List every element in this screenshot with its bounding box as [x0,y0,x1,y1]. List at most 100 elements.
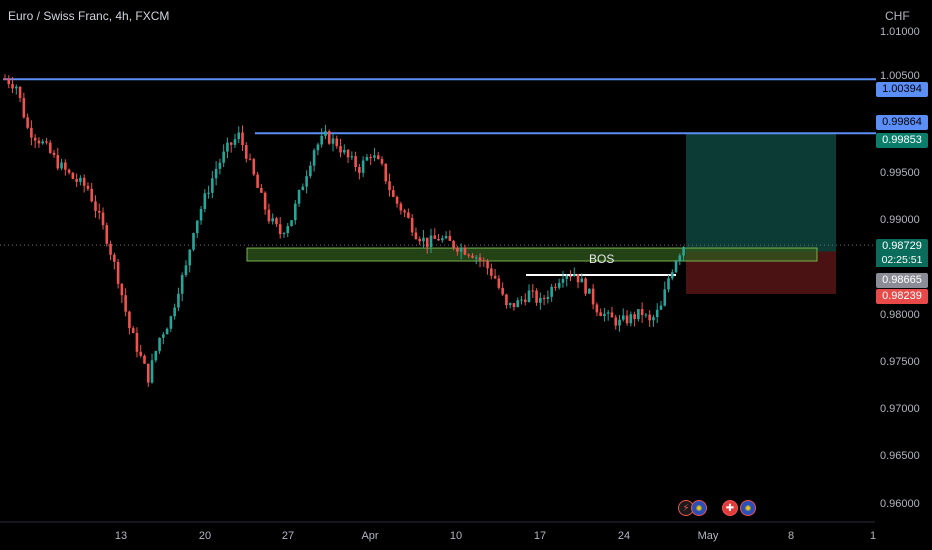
candle-body [146,363,150,383]
candle-body [143,355,146,364]
x-tick: 10 [449,530,463,542]
candle-body [637,309,640,320]
candle-body [45,141,48,143]
candle-body [648,314,651,321]
candle-body [561,278,565,283]
candle-body [131,328,135,333]
candle-body [343,149,346,153]
candle-body [229,142,233,145]
candle-body [64,162,67,170]
candle-body [275,218,278,225]
candle-body [271,218,274,222]
candle-body [539,297,542,303]
candle-body [410,217,414,233]
candle-body [263,192,267,210]
candle-body [177,293,180,308]
candle-body [606,312,610,314]
candle-body [388,181,391,191]
last-price-tag: 0.98729 [876,239,928,254]
candle-body [644,314,648,316]
candle-body [256,174,259,188]
candle-body [576,274,580,283]
candle-body [180,275,184,294]
currency-label: CHF [885,9,910,23]
candle-body [3,78,7,80]
candle-body [192,233,195,250]
candle-body [569,275,572,277]
candle-body [486,260,489,269]
candle-body [546,296,550,299]
candle-body [79,177,82,182]
candle-body [199,208,203,221]
candle-body [86,185,90,189]
candle-body [37,140,41,144]
candle-body [97,210,101,213]
candle-body [90,188,94,202]
candle-body [505,294,508,306]
candle-body [501,287,504,295]
candle-body [113,254,116,262]
candle-body [610,312,614,318]
candle-body [652,317,655,321]
candle-body [674,261,678,273]
candle-body [116,261,120,284]
x-tick: 24 [617,530,631,542]
candle-body [640,309,644,316]
candle-body [30,127,33,138]
candle-body [184,265,188,276]
candle-body [305,176,308,187]
y-tick: 0.99000 [880,214,920,226]
candle-body [222,151,225,163]
x-tick: May [697,530,719,542]
eu-flag-icon[interactable]: ✺ [691,500,707,516]
candle-body [354,156,357,167]
candle-body [663,289,667,306]
candle-body [309,165,312,177]
candle-body [286,226,290,234]
eu-flag-icon[interactable]: ✺ [740,500,756,516]
y-tick: 0.98000 [880,309,920,321]
symbol-title[interactable]: Euro / Swiss Franc, 4h, FXCM [8,9,170,23]
candle-body [301,186,305,191]
y-tick: 0.97000 [880,403,920,415]
candle-body [169,316,173,329]
candle-body [331,138,335,144]
candle-body [7,78,11,85]
candle-body [603,313,606,317]
candle-body [369,157,372,159]
stop-price-tag: 0.98239 [876,289,928,304]
candle-body [260,187,263,193]
candle-body [60,162,63,169]
x-tick: 27 [281,530,295,542]
candle-body [154,351,158,361]
candle-body [621,315,625,320]
candle-body [395,196,399,204]
swiss-flag-icon[interactable]: ✚ [722,500,738,516]
upper-level-price-tag: 1.00394 [876,82,928,97]
candle-body [33,137,37,141]
candle-body [655,309,659,318]
y-tick: 0.96000 [880,498,920,510]
candle-body [516,300,520,308]
candle-body [497,278,501,288]
demand-zone [246,247,818,262]
candle-body [456,247,459,252]
candle-body [429,235,433,248]
candle-body [105,225,109,244]
candle-body [267,209,271,222]
candle-body [542,297,546,299]
candle-body [422,237,425,242]
x-tick: 20 [198,530,212,542]
candle-body [361,160,365,173]
candle-body [94,201,97,211]
candle-body [252,159,256,175]
candle-body [478,257,482,261]
candle-body [226,142,229,152]
candle-body [82,177,86,186]
candle-body [241,132,244,146]
candle-body [15,86,18,89]
candle-body [437,238,440,241]
candle-body [211,178,214,193]
candle-body [165,328,169,335]
